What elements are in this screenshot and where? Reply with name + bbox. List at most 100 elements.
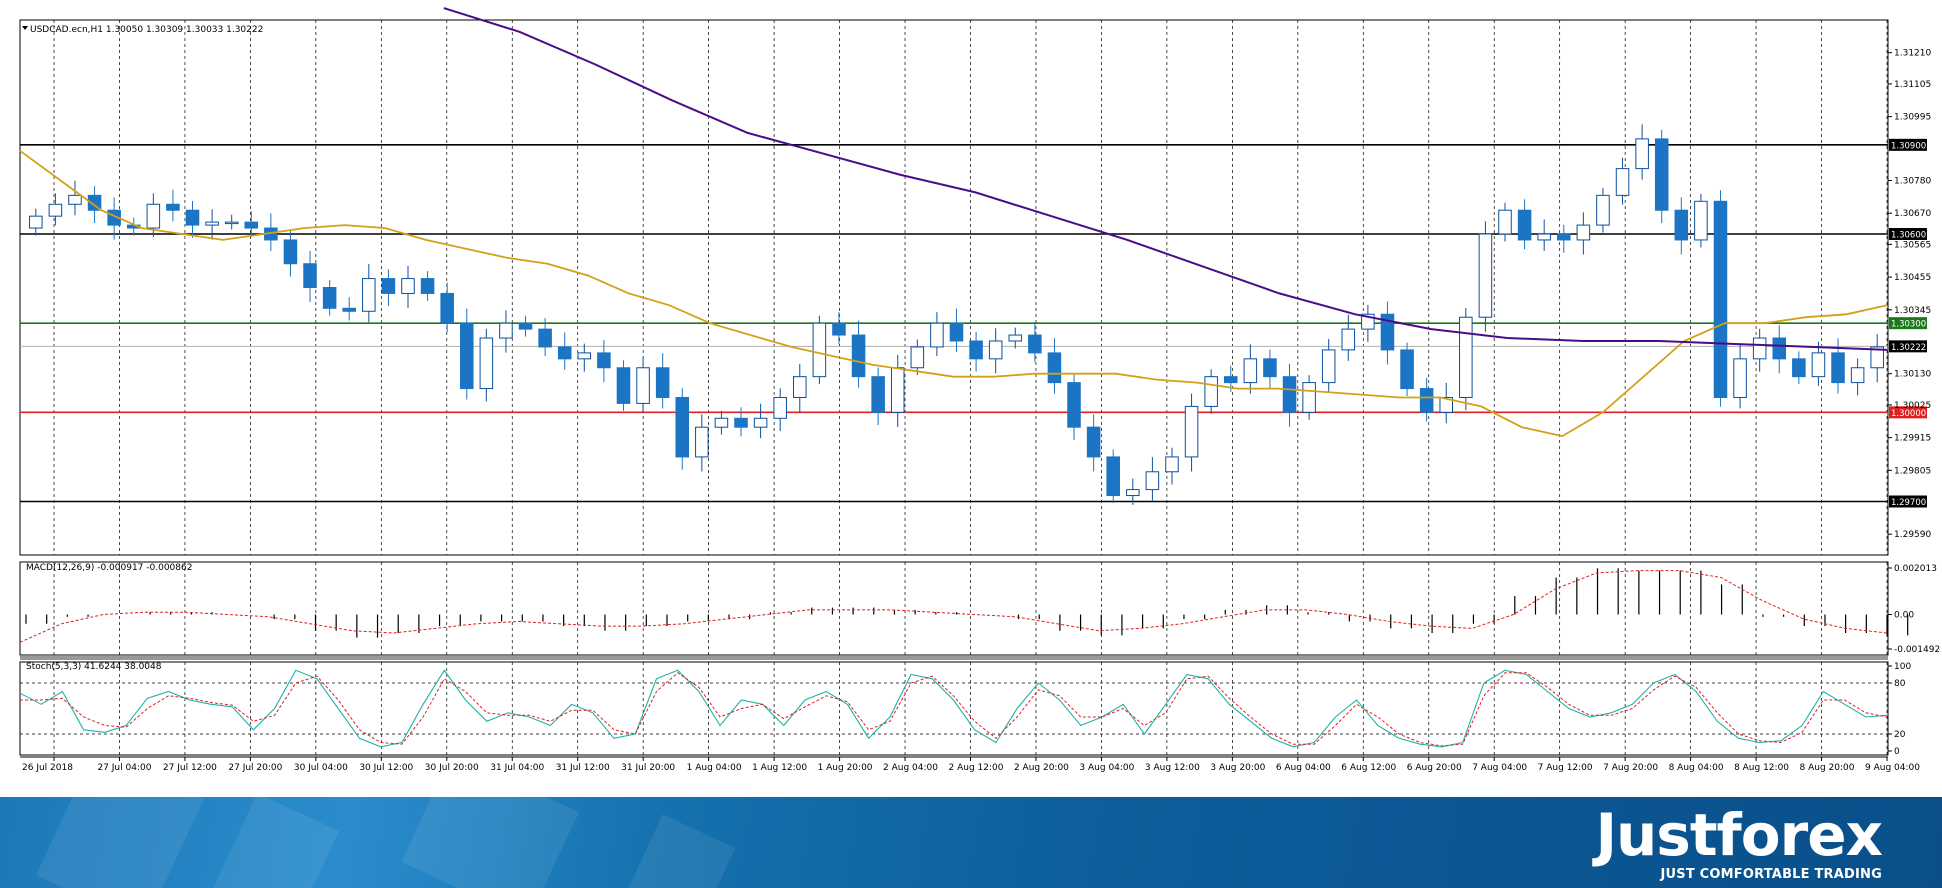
candle-body [949,322,964,342]
candle-body [1204,376,1218,407]
stoch-panel: 100 80 20 0 [19,662,1911,757]
candle-body [597,352,611,369]
justforex-logo: Justforex [1595,801,1883,869]
candle-body [87,194,102,211]
candle-body [68,194,82,205]
macd-tick-label: 0.002013 [1894,564,1937,574]
time-label: 8 Aug 20:00 [1800,763,1855,773]
candle-body [283,239,298,265]
time-label: 2 Aug 04:00 [883,763,938,773]
time-label: 3 Aug 12:00 [1145,763,1200,773]
candle-body [1694,200,1708,241]
candle-body [1654,138,1669,211]
candle-body [381,278,396,294]
candle-body [1674,209,1689,241]
time-label: 31 Jul 04:00 [490,763,544,773]
candle-body [832,322,846,336]
stoch-signal-line [20,672,1888,747]
stoch-tick-label: 0 [1894,747,1900,757]
candle-body [1478,233,1493,318]
candle-body [1517,209,1532,241]
macd-label: MACD(12,26,9) -0.000917 -0.000862 [26,563,192,573]
time-label: 2 Aug 20:00 [1014,763,1069,773]
candle-body [930,322,944,348]
candle-body [734,417,748,428]
main-grid [19,19,1889,758]
time-label: 8 Aug 12:00 [1734,763,1789,773]
candle-body [1184,405,1199,458]
candle-body [1557,233,1571,241]
price-tick-label: 1.30780 [1894,177,1931,187]
candle-body [1596,194,1610,226]
candle-body [224,221,239,225]
candle-body [185,209,200,226]
candle-body [1106,456,1120,497]
candle-body [166,203,180,211]
time-label: 30 Jul 20:00 [425,763,479,773]
time-label: 26 Jul 2018 [22,763,73,773]
stoch-tick-label: 20 [1894,730,1906,740]
time-label: 9 Aug 04:00 [1865,763,1920,773]
macd-signal-line [19,570,1888,643]
candle-body [362,278,376,312]
candle-body [1811,352,1826,378]
candle-body [1145,471,1160,491]
level-badge-label: 1.30300 [1891,320,1926,330]
price-tick-label: 1.31105 [1894,80,1931,90]
candle-body [322,287,337,309]
level-badge-label: 1.30000 [1891,409,1926,419]
level-badge-label: 1.29700 [1891,498,1926,508]
time-label: 6 Aug 04:00 [1276,763,1331,773]
time-label: 6 Aug 12:00 [1341,763,1396,773]
price-tick-label: 1.30565 [1894,240,1931,250]
level-badge [1889,406,1927,419]
candle-body [1380,313,1395,351]
candlesticks [29,124,1884,505]
ma-slow-line [443,7,1888,351]
stoch-main-line [19,669,1888,748]
dropdown-triangle-icon [22,26,28,30]
candle-body [793,376,807,398]
candle-body [969,340,983,360]
level-badge-label: 1.30900 [1891,141,1926,151]
candle-body [675,396,690,458]
candle-body [1772,337,1787,360]
candle-body [1635,138,1649,170]
candle-body [479,337,494,390]
time-label: 2 Aug 12:00 [949,763,1004,773]
candle-body [244,221,259,229]
stoch-label: Stoch(5,3,3) 41.6244 38.0048 [26,662,162,672]
candle-body [1028,334,1042,354]
brand-banner: Justforex JUST COMFORTABLE TRADING [0,797,1942,888]
candle-body [636,367,650,404]
price-tick-label: 1.30130 [1894,370,1931,380]
candle-body [538,328,552,348]
time-label: 31 Jul 20:00 [621,763,675,773]
moving-averages [19,7,1888,438]
time-label: 3 Aug 04:00 [1079,763,1134,773]
candle-body [1459,316,1473,398]
price-tick-label: 1.29805 [1894,466,1931,476]
price-tick-label: 1.29590 [1894,530,1931,540]
time-label: 1 Aug 04:00 [687,763,742,773]
time-label: 30 Jul 04:00 [294,763,348,773]
candle-body [1831,352,1845,384]
stoch-tick-label: 100 [1894,662,1911,672]
candle-body [1282,376,1297,413]
candle-body [1067,382,1081,428]
tagline: JUST COMFORTABLE TRADING [1660,867,1882,882]
level-badge [1889,317,1927,330]
pane-frame [19,19,1889,556]
current-price-badge [1889,340,1927,353]
level-badge-label: 1.30600 [1891,231,1926,241]
candle-body [1321,349,1336,384]
time-label: 7 Aug 20:00 [1603,763,1658,773]
candle-body [29,215,43,229]
candle-body [577,352,592,360]
price-tick-label: 1.30455 [1894,273,1931,283]
time-label: 8 Aug 04:00 [1669,763,1724,773]
time-label: 27 Jul 20:00 [228,763,282,773]
candle-body [1223,376,1238,384]
level-badge [1889,228,1927,240]
time-label: 3 Aug 20:00 [1210,763,1265,773]
